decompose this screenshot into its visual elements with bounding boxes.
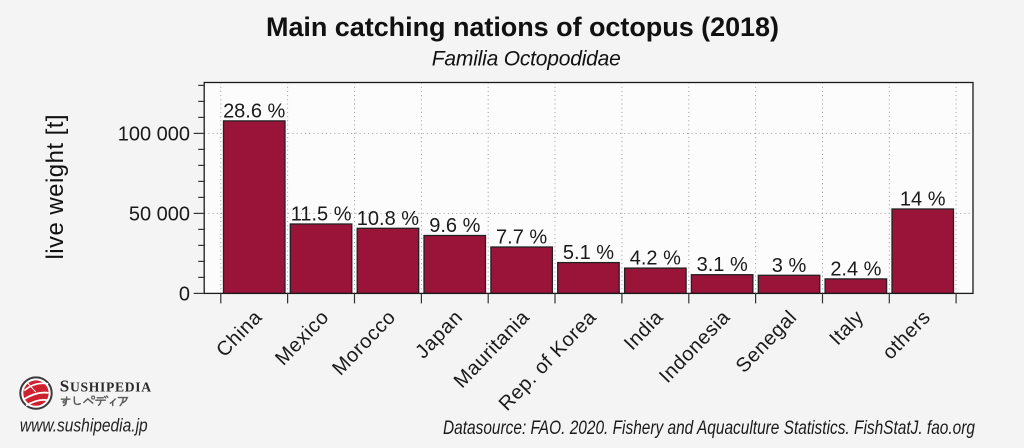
svg-text:Datasource: FAO. 2020. Fishery: Datasource: FAO. 2020. Fishery and Aquac… — [443, 418, 975, 439]
svg-text:3.1 %: 3.1 % — [697, 254, 748, 276]
svg-text:2.4 %: 2.4 % — [830, 258, 881, 280]
svg-text:7.7 %: 7.7 % — [496, 227, 547, 249]
svg-text:3 %: 3 % — [772, 255, 807, 277]
svg-text:28.6 %: 28.6 % — [223, 100, 285, 122]
svg-text:50 000: 50 000 — [129, 204, 190, 226]
svg-text:4.2 %: 4.2 % — [630, 248, 681, 270]
svg-text:11.5 %: 11.5 % — [291, 204, 352, 226]
svg-text:10.8 %: 10.8 % — [357, 208, 419, 230]
svg-text:Familia Octopodidae: Familia Octopodidae — [432, 48, 621, 71]
svg-text:Main catching nations of octop: Main catching nations of octopus (2018) — [266, 12, 779, 42]
svg-text:SUSHIPEDIA: SUSHIPEDIA — [60, 377, 152, 396]
svg-text:14 %: 14 % — [900, 189, 946, 211]
svg-text:www.sushipedia.jp: www.sushipedia.jp — [20, 415, 148, 436]
svg-text:9.6 %: 9.6 % — [429, 215, 480, 237]
svg-text:5.1 %: 5.1 % — [563, 242, 614, 264]
svg-text:0: 0 — [179, 284, 190, 306]
svg-text:live weight [t]: live weight [t] — [42, 115, 69, 260]
svg-text:100 000: 100 000 — [118, 124, 190, 146]
